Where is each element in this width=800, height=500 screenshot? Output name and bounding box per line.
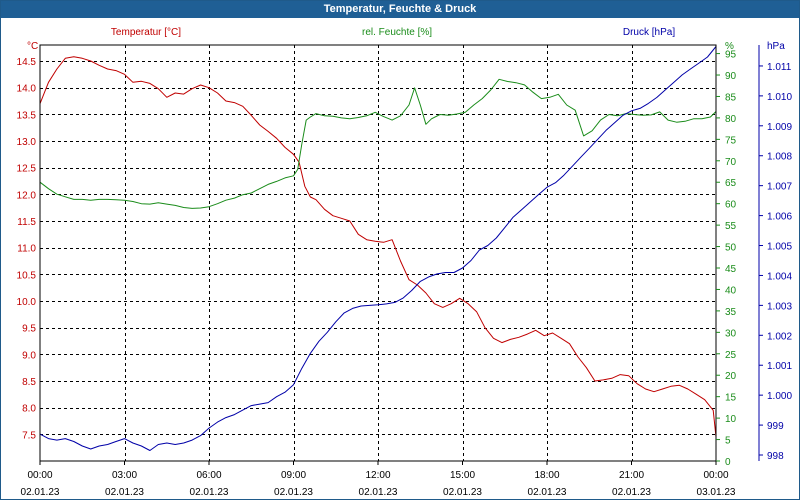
- humidity-tick-label: 45: [725, 264, 737, 275]
- temperature-tick-label: 14.0: [17, 84, 37, 95]
- humidity-tick-label: 50: [725, 243, 737, 254]
- humidity-tick-label: 85: [725, 92, 737, 103]
- temperature-axis-label: Temperatur [°C]: [111, 27, 181, 38]
- humidity-tick-label: 35: [725, 307, 737, 318]
- temperature-tick-label: 14.5: [17, 57, 37, 68]
- x-tick-time-label: 03:00: [112, 470, 137, 481]
- humidity-tick-label: 10: [725, 414, 737, 425]
- x-tick-time-label: 15:00: [450, 470, 475, 481]
- humidity-tick-label: 90: [725, 71, 737, 82]
- pressure-tick-label: 1.007: [767, 182, 792, 193]
- temperature-tick-label: 11.5: [17, 217, 36, 228]
- x-tick-date-label: 02.01.23: [21, 487, 60, 498]
- temperature-tick-label: 12.0: [17, 190, 37, 201]
- window-title: Temperatur, Feuchte & Druck: [1, 1, 799, 18]
- x-tick-date-label: 02.01.23: [274, 487, 313, 498]
- x-tick-time-label: 00:00: [27, 470, 52, 481]
- pressure-tick-label: 1.004: [767, 271, 792, 282]
- pressure-tick-label: 1.003: [767, 301, 792, 312]
- humidity-tick-label: 20: [725, 371, 737, 382]
- pressure-tick-label: 1.000: [767, 391, 792, 402]
- x-tick-time-label: 12:00: [365, 470, 390, 481]
- humidity-tick-label: 80: [725, 114, 737, 125]
- pressure-tick-label: 1.011: [767, 62, 792, 73]
- pressure-unit-label: hPa: [767, 41, 785, 52]
- humidity-series-line: [39, 78, 717, 209]
- x-tick-date-label: 02.01.23: [528, 487, 567, 498]
- series-layer: [39, 46, 717, 451]
- humidity-tick-label: 40: [725, 285, 737, 296]
- temperature-tick-label: 9.5: [22, 324, 36, 335]
- pressure-tick-label: 998: [767, 451, 784, 462]
- x-tick-date-label: 02.01.23: [359, 487, 398, 498]
- humidity-tick-label: 75: [725, 135, 737, 146]
- pressure-tick-label: 1.005: [767, 242, 792, 253]
- axes-layer: 7.5 8.0 8.5 9.0 9.5 10.0 10.5 11.0 11.5 12.0 12.5 1…: [17, 27, 793, 498]
- x-tick-time-label: 09:00: [281, 470, 306, 481]
- pressure-tick-label: 1.002: [767, 331, 792, 342]
- temperature-unit-label: °C: [27, 41, 38, 52]
- pressure-tick-label: 1.001: [767, 361, 792, 372]
- humidity-tick-label: 5: [725, 436, 731, 447]
- x-tick-date-label: 02.01.23: [443, 487, 482, 498]
- humidity-tick-label: 60: [725, 200, 737, 211]
- x-tick-time-label: 00:00: [703, 470, 728, 481]
- x-tick-date-label: 02.01.23: [190, 487, 229, 498]
- grid-lines: [40, 45, 716, 461]
- temperature-tick-label: 10.0: [17, 297, 37, 308]
- temperature-tick-label: 9.0: [22, 350, 36, 361]
- humidity-tick-label: 55: [725, 221, 737, 232]
- temperature-tick-label: 8.5: [22, 377, 36, 388]
- pressure-axis-label: Druck [hPa]: [623, 27, 675, 38]
- temperature-tick-label: 12.5: [17, 164, 37, 175]
- temperature-tick-label: 11.0: [17, 244, 36, 255]
- chart-canvas: 7.5 8.0 8.5 9.0 9.5 10.0 10.5 11.0 11.5 12.0 12.5 1…: [17, 27, 793, 498]
- temperature-tick-label: 13.0: [17, 137, 37, 148]
- x-tick-date-label: 02.01.23: [612, 487, 651, 498]
- humidity-tick-label: 95: [725, 50, 737, 61]
- pressure-tick-label: 999: [767, 421, 784, 432]
- humidity-tick-label: 65: [725, 178, 737, 189]
- temperature-tick-label: 13.5: [17, 110, 37, 121]
- humidity-tick-label: 0: [725, 457, 731, 468]
- pressure-tick-label: 1.008: [767, 152, 792, 163]
- x-tick-date-label: 02.01.23: [105, 487, 144, 498]
- humidity-tick-label: 70: [725, 157, 737, 168]
- x-tick-time-label: 06:00: [196, 470, 221, 481]
- humidity-tick-label: 25: [725, 350, 737, 361]
- pressure-series-line: [39, 46, 717, 451]
- x-tick-time-label: 21:00: [619, 470, 644, 481]
- temperature-series-line: [39, 56, 717, 438]
- pressure-tick-label: 1.006: [767, 212, 792, 223]
- pressure-tick-label: 1.009: [767, 122, 792, 133]
- temperature-tick-label: 8.0: [22, 404, 36, 415]
- x-tick-date-label: 03.01.23: [697, 487, 736, 498]
- x-tick-time-label: 18:00: [534, 470, 559, 481]
- humidity-unit-label: %: [725, 41, 734, 52]
- humidity-tick-label: 30: [725, 328, 737, 339]
- humidity-tick-label: 15: [725, 393, 737, 404]
- temperature-tick-label: 10.5: [17, 270, 37, 281]
- temperature-tick-label: 7.5: [22, 430, 36, 441]
- pressure-tick-label: 1.010: [767, 92, 792, 103]
- humidity-axis-label: rel. Feuchte [%]: [362, 27, 432, 38]
